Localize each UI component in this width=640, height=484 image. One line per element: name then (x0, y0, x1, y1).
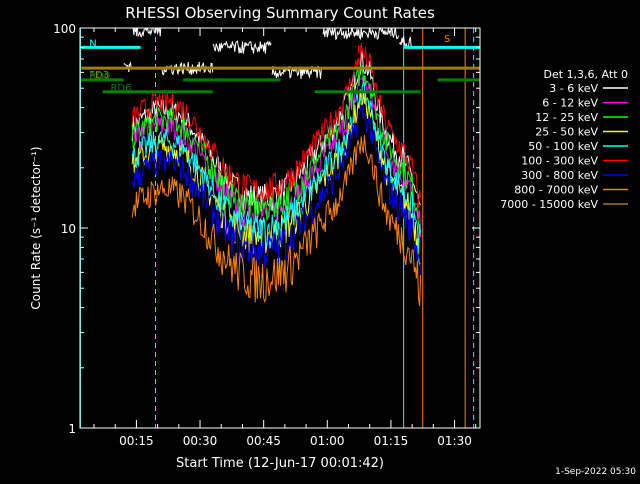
legend-label-1: 6 - 12 keV (542, 97, 598, 110)
legend-label-8: 7000 - 15000 keV (500, 198, 598, 211)
series-line-2 (131, 65, 421, 235)
x-tick-label-0: 00:15 (119, 434, 154, 448)
y-tick-label-2: 100 (53, 22, 76, 36)
legend-label-2: 12 - 25 keV (535, 111, 598, 124)
legend-label-3: 25 - 50 keV (535, 126, 598, 139)
timestamp: 1-Sep-2022 05:30 (555, 467, 636, 477)
x-axis-label: Start Time (12-Jun-17 00:01:42) (176, 456, 384, 471)
legend-label-5: 100 - 300 keV (521, 155, 598, 168)
top-trace-0 (123, 61, 133, 72)
series-line-7 (131, 135, 422, 307)
flag-1: F (357, 45, 363, 56)
series-line-0 (131, 50, 422, 216)
y-tick-label-1: 10 (61, 222, 76, 236)
flag-0: S (444, 34, 450, 45)
x-tick-label-1: 00:30 (183, 434, 218, 448)
legend-label-7: 800 - 7000 keV (514, 184, 598, 197)
plot-clip-group (80, 28, 480, 428)
top-trace-4 (271, 65, 323, 80)
series-line-5 (131, 42, 422, 209)
annotation-label-3: RD0 (89, 71, 110, 82)
annotation-label-6: RD6 (110, 83, 131, 94)
axes: 00:15 00:30 00:45 01:00 01:15 01:30 1 10 100 (53, 22, 481, 448)
annotation-label-2: FD3 (89, 70, 109, 81)
chart-title: RHESSI Observing Summary Count Rates (125, 4, 435, 22)
top-trace-3 (212, 40, 272, 54)
x-tick-label-3: 01:00 (310, 434, 345, 448)
series-line-4 (131, 80, 422, 252)
legend-title: Det 1,3,6, Att 0 (544, 68, 628, 81)
x-tick-label-2: 00:45 (246, 434, 281, 448)
legend-label-4: 50 - 100 keV (528, 140, 598, 153)
legend-label-6: 300 - 800 keV (521, 169, 598, 182)
legend-label-0: 3 - 6 keV (549, 82, 598, 95)
x-tick-label-4: 01:15 (374, 434, 409, 448)
top-trace-5 (322, 28, 400, 41)
annotation-label-0: N (89, 38, 96, 49)
y-tick-label-0: 1 (68, 422, 76, 436)
series-line-6 (131, 104, 422, 289)
y-axis-label: Count Rate (s⁻¹ detector⁻¹) (29, 146, 43, 309)
x-tick-label-5: 01:30 (437, 434, 472, 448)
